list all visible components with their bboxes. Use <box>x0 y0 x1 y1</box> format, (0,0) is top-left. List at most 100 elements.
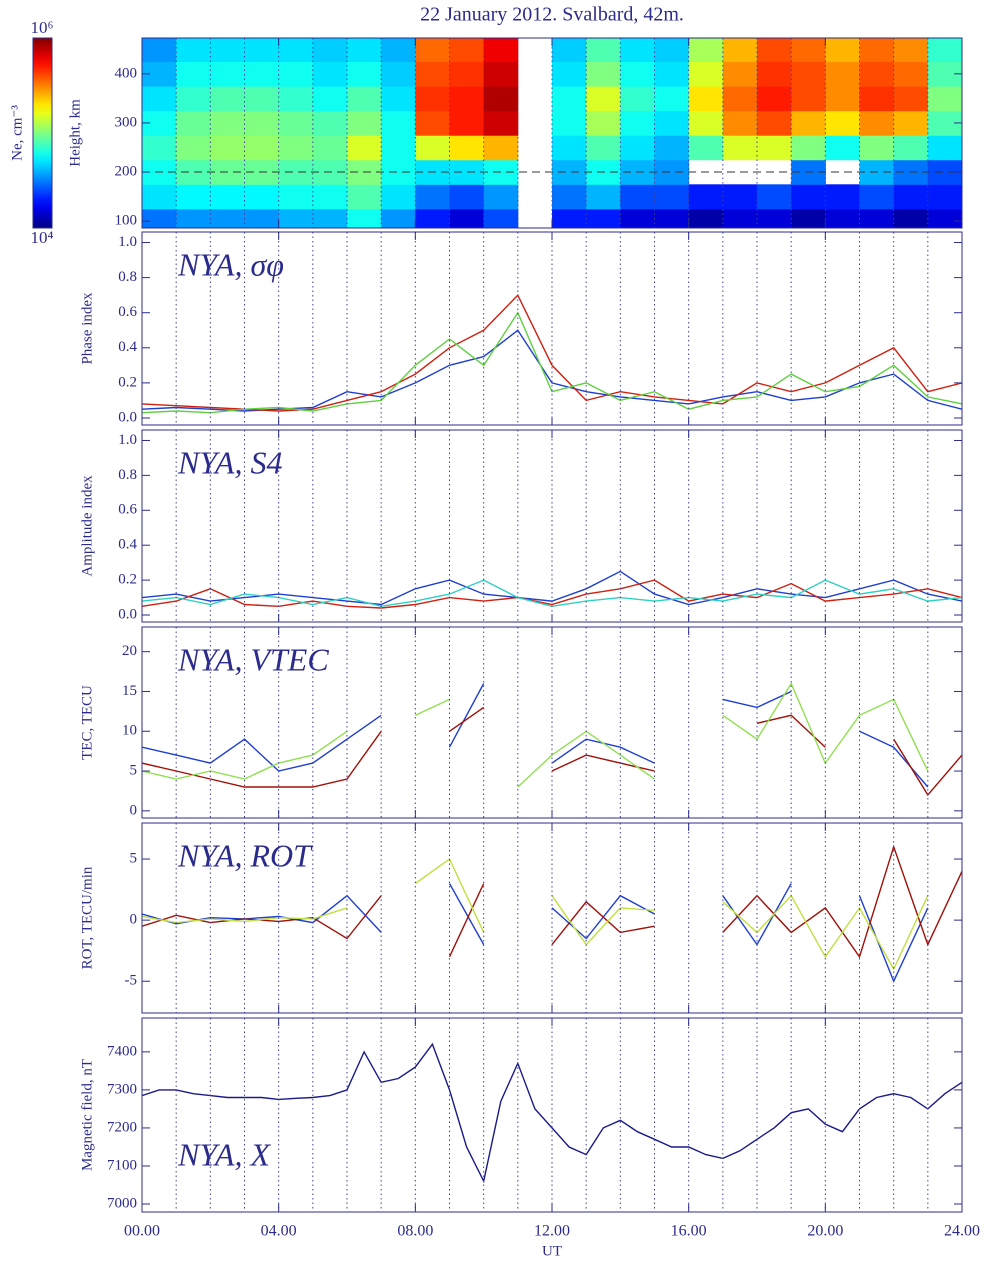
heat-cell <box>893 61 929 87</box>
heat-cell <box>620 110 655 136</box>
heat-cell <box>244 61 280 87</box>
heat-cell <box>176 110 211 136</box>
heat-cell <box>552 61 587 87</box>
plot-area <box>142 570 962 609</box>
heat-cell <box>688 38 724 63</box>
panel-annotation: NYA, S4 <box>177 444 282 480</box>
heat-cell <box>654 135 690 161</box>
panel-annotation: NYA, VTEC <box>177 641 329 677</box>
heat-cell <box>893 184 929 210</box>
heat-cell <box>347 184 382 210</box>
heat-cell <box>381 208 416 228</box>
heat-cell <box>757 110 792 136</box>
panel-frame <box>141 231 963 426</box>
y-axis-label: TEC, TECU <box>79 685 95 760</box>
heat-cell <box>347 135 382 161</box>
heat-cell <box>381 61 416 87</box>
heat-cell <box>415 208 450 228</box>
heat-cell <box>688 110 724 136</box>
heat-cell <box>722 110 758 136</box>
heat-cell <box>757 86 792 112</box>
heat-cell <box>142 135 177 161</box>
heat-cell <box>859 86 895 112</box>
heat-cell <box>893 38 929 63</box>
panel-frame <box>141 1017 963 1213</box>
heat-cell <box>825 86 860 112</box>
heat-cell <box>244 110 280 136</box>
heat-cell <box>381 110 416 136</box>
heat-cell <box>825 135 860 161</box>
heat-cell <box>620 184 655 210</box>
heat-cell <box>244 208 280 228</box>
heat-cell <box>586 184 621 210</box>
heat-cell <box>210 208 245 228</box>
heat-cell <box>620 38 655 63</box>
heat-cell <box>483 86 519 112</box>
heat-cell <box>210 61 245 87</box>
heat-cell <box>586 208 621 228</box>
colorbar-label: Ne, cm⁻³ <box>9 105 25 161</box>
y-axis-label: ROT, TECU/min <box>79 866 95 969</box>
heat-cell <box>176 184 211 210</box>
heat-cell <box>176 38 211 63</box>
heat-cell <box>825 61 860 87</box>
y-axis-label: Phase index <box>79 292 95 365</box>
heat-cell <box>210 110 245 136</box>
heat-cell <box>859 61 895 87</box>
heat-cell <box>722 135 758 161</box>
heat-cell <box>449 135 485 161</box>
heat-cell <box>415 61 450 87</box>
heat-cell <box>415 184 450 210</box>
heat-cell <box>688 86 724 112</box>
heat-cell <box>312 61 348 87</box>
heat-cell <box>757 208 792 228</box>
heat-cell <box>347 61 382 87</box>
heat-cell <box>757 38 792 63</box>
y-tick-label: 7400 <box>107 1043 137 1059</box>
series-line <box>142 329 962 412</box>
heat-cell <box>859 110 895 136</box>
heat-cell <box>586 110 621 136</box>
heat-cell <box>757 184 792 210</box>
heat-cell <box>791 38 826 63</box>
y-tick-label: 400 <box>115 65 138 81</box>
heat-cell <box>483 110 519 136</box>
heat-cell <box>620 208 655 228</box>
heat-cell <box>927 184 962 210</box>
y-tick-label: 7000 <box>107 1195 137 1211</box>
x-tick-label: 20.00 <box>807 1223 843 1240</box>
heat-cell <box>210 135 245 161</box>
heat-cell <box>757 135 792 161</box>
heat-cell <box>449 86 485 112</box>
y-tick-label: 0 <box>130 802 138 818</box>
y-tick-label: 7300 <box>107 1081 137 1097</box>
heat-cell <box>927 86 962 112</box>
heat-cell <box>552 135 587 161</box>
heat-cell <box>278 208 314 228</box>
series-line <box>142 883 929 983</box>
heat-cell <box>927 208 962 228</box>
heat-cell <box>142 208 177 228</box>
y-tick-label: -5 <box>125 973 138 989</box>
y-tick-label: 0.2 <box>118 572 137 588</box>
heat-cell <box>688 208 724 228</box>
series-line <box>142 293 962 412</box>
heat-cell <box>415 110 450 136</box>
heat-cell <box>244 86 280 112</box>
heat-cell <box>449 208 485 228</box>
y-tick-label: 5 <box>130 850 138 866</box>
heat-cell <box>688 184 724 210</box>
x-tick-label: 00.00 <box>124 1223 160 1240</box>
heat-cell <box>278 110 314 136</box>
heat-cell <box>244 184 280 210</box>
heat-cell <box>620 135 655 161</box>
heat-cell <box>552 110 587 136</box>
y-tick-label: 0.0 <box>118 409 137 425</box>
x-tick-label: 16.00 <box>671 1223 707 1240</box>
heat-cell <box>449 38 485 63</box>
heat-cell <box>483 135 519 161</box>
heat-cell <box>927 135 962 161</box>
heat-cell <box>312 86 348 112</box>
heat-cell <box>791 86 826 112</box>
